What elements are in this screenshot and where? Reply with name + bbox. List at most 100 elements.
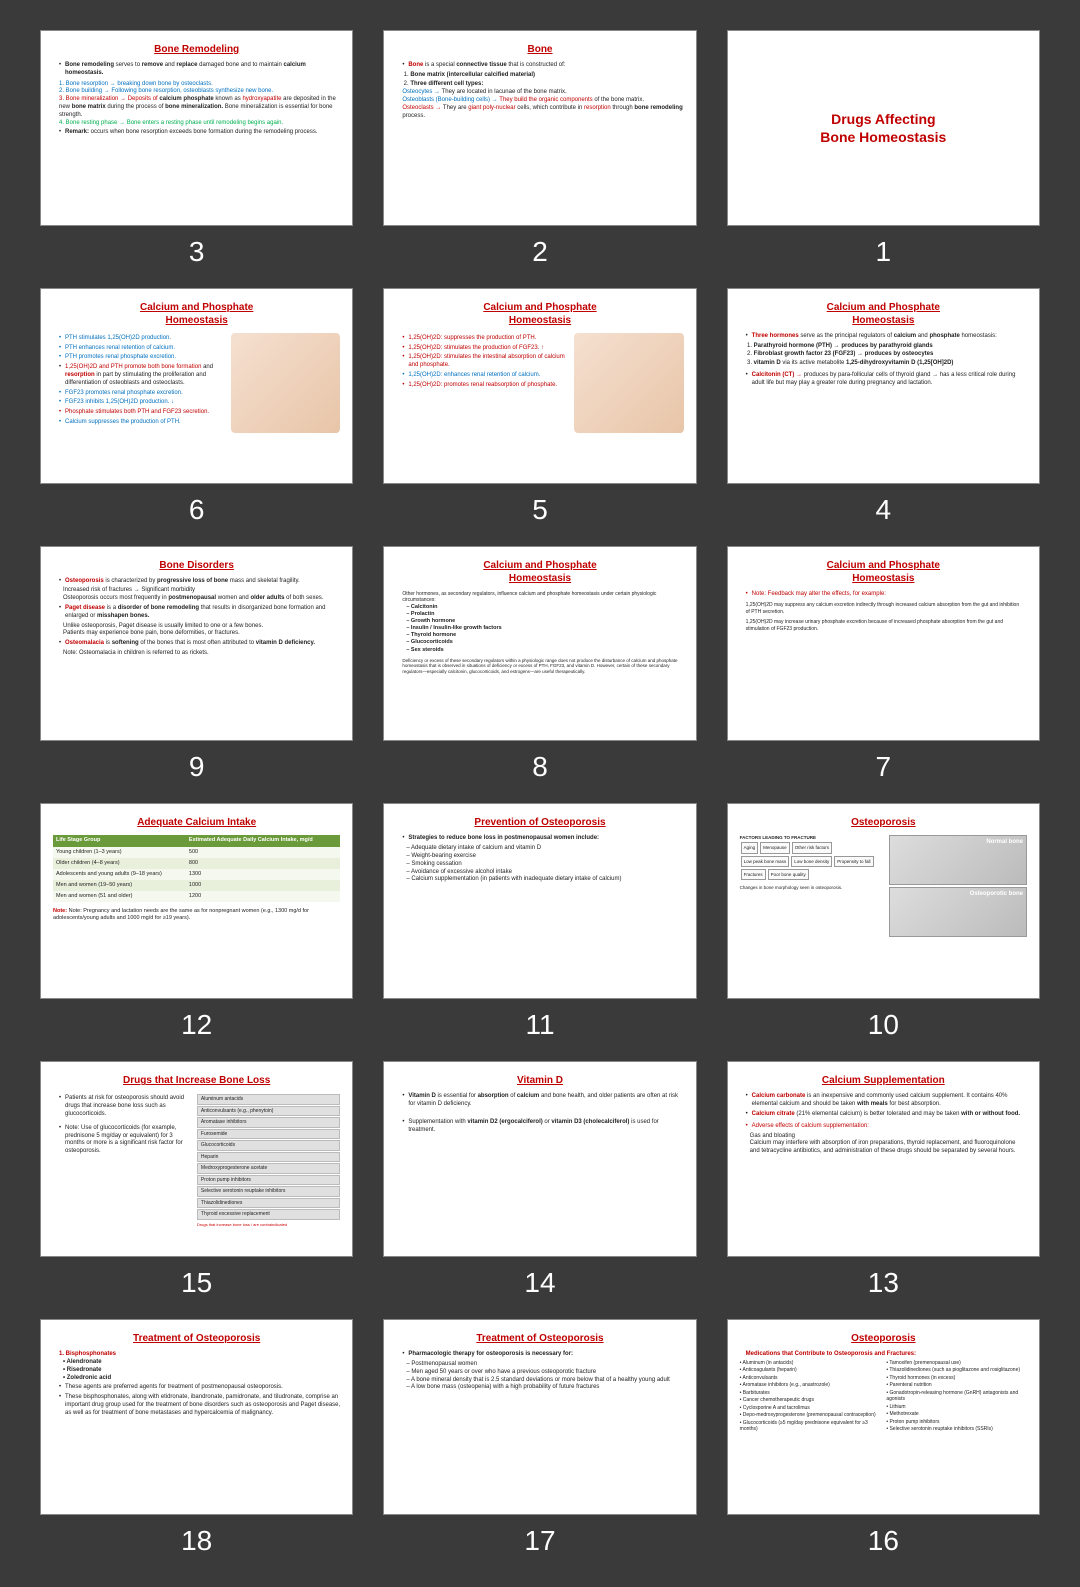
text: Pharmacologic therapy for osteoporosis i… bbox=[402, 1351, 683, 1359]
diagram-placeholder bbox=[574, 333, 683, 433]
slide-title: Treatment of Osteoporosis bbox=[396, 1332, 683, 1345]
text: Osteoporosis occurs most frequently in p… bbox=[63, 595, 340, 603]
slide-title: Calcium and Phosphate Homeostasis bbox=[396, 301, 683, 327]
subtitle: Medications that Contribute to Osteoporo… bbox=[746, 1351, 1027, 1359]
step: 3. Bone mineralization → Deposits of cal… bbox=[59, 96, 340, 119]
text: Osteoporosis is characterized by progres… bbox=[59, 578, 340, 586]
slide-calcium-supp[interactable]: Calcium Supplementation Calcium carbonat… bbox=[727, 1061, 1040, 1257]
cell-6: Calcium and Phosphate Homeostasis PTH st… bbox=[40, 288, 353, 526]
slide-title: Calcium and Phosphate Homeostasis bbox=[53, 301, 340, 327]
slide-bone-remodeling[interactable]: Bone Remodeling Bone remodeling serves t… bbox=[40, 30, 353, 226]
slide-bone[interactable]: Bone Bone is a special connective tissue… bbox=[383, 30, 696, 226]
text-col: Patients at risk for osteoporosis should… bbox=[53, 1093, 191, 1227]
slide-number: 6 bbox=[189, 494, 205, 526]
text: Strategies to reduce bone loss in postme… bbox=[402, 835, 683, 843]
text: Unlike osteoporosis, Paget disease is us… bbox=[63, 623, 340, 631]
slide-title: Vitamin D bbox=[396, 1074, 683, 1087]
slide-treatment-18[interactable]: Treatment of Osteoporosis 1. Bisphosphon… bbox=[40, 1319, 353, 1515]
slide-title-slide[interactable]: Drugs Affecting Bone Homeostasis bbox=[727, 30, 1040, 226]
slide-grid: Bone Remodeling Bone remodeling serves t… bbox=[40, 30, 1040, 1557]
cell-15: Drugs that Increase Bone Loss Patients a… bbox=[40, 1061, 353, 1299]
cell-4: Calcium and Phosphate Homeostasis Three … bbox=[727, 288, 1040, 526]
text: Osteocytes → They are located in lacunae… bbox=[402, 89, 683, 97]
slide-number: 11 bbox=[525, 1009, 554, 1041]
slide-number: 10 bbox=[868, 1009, 899, 1041]
text: Bone is a special connective tissue that… bbox=[402, 62, 683, 70]
text: Remark: occurs when bone resorption exce… bbox=[59, 129, 340, 137]
text: Calcitonin (CT) → produces by para-folli… bbox=[746, 372, 1027, 388]
slide-number: 4 bbox=[876, 494, 892, 526]
cell-2: Bone Bone is a special connective tissue… bbox=[383, 30, 696, 268]
text: Paget disease is a disorder of bone remo… bbox=[59, 605, 340, 621]
slide-number: 8 bbox=[532, 751, 548, 783]
list: Parathyroid hormone (PTH) → produces by … bbox=[754, 343, 1027, 368]
slide-number: 17 bbox=[524, 1525, 555, 1557]
list-col-b: • Tamoxifen (premenopausal use)• Thiazol… bbox=[886, 1359, 1027, 1434]
slide-number: 15 bbox=[181, 1267, 212, 1299]
text: Three hormones serve as the principal re… bbox=[746, 333, 1027, 341]
cell-3: Bone Remodeling Bone remodeling serves t… bbox=[40, 30, 353, 268]
intake-table: Life Stage GroupEstimated Adequate Daily… bbox=[53, 835, 340, 902]
drug-box: Aluminum antacidsAnticonvulsants (e.g., … bbox=[197, 1093, 340, 1227]
slide-caph-7[interactable]: Calcium and Phosphate Homeostasis Note: … bbox=[727, 546, 1040, 742]
text: Note: Osteomalacia in children is referr… bbox=[63, 650, 340, 658]
slide-title: Calcium and Phosphate Homeostasis bbox=[740, 301, 1027, 327]
slide-title: Drugs that Increase Bone Loss bbox=[53, 1074, 340, 1087]
slide-osteoporosis-meds[interactable]: Osteoporosis Medications that Contribute… bbox=[727, 1319, 1040, 1515]
slide-caph-4[interactable]: Calcium and Phosphate Homeostasis Three … bbox=[727, 288, 1040, 484]
step: 1. Bone resorption → breaking down bone … bbox=[59, 81, 340, 89]
slide-bone-disorders[interactable]: Bone Disorders Osteoporosis is character… bbox=[40, 546, 353, 742]
slide-number: 7 bbox=[876, 751, 892, 783]
cell-1: Drugs Affecting Bone Homeostasis 1 bbox=[727, 30, 1040, 268]
slide-title: Adequate Calcium Intake bbox=[53, 816, 340, 829]
slide-caph-6[interactable]: Calcium and Phosphate Homeostasis PTH st… bbox=[40, 288, 353, 484]
text: These agents are preferred agents for tr… bbox=[59, 1384, 340, 1392]
slide-treatment-17[interactable]: Treatment of Osteoporosis Pharmacologic … bbox=[383, 1319, 696, 1515]
cell-14: Vitamin D Vitamin D is essential for abs… bbox=[383, 1061, 696, 1299]
list: – Adequate dietary intake of calcium and… bbox=[406, 845, 683, 884]
cell-8: Calcium and Phosphate Homeostasis Other … bbox=[383, 546, 696, 784]
list: – Calcitonin– Prolactin– Growth hormone–… bbox=[406, 604, 683, 654]
cell-5: Calcium and Phosphate Homeostasis 1,25(O… bbox=[383, 288, 696, 526]
slide-calcium-intake[interactable]: Adequate Calcium Intake Life Stage Group… bbox=[40, 803, 353, 999]
cell-13: Calcium Supplementation Calcium carbonat… bbox=[727, 1061, 1040, 1299]
list: • Alendronate• Risedronate• Zoledronic a… bbox=[63, 1359, 340, 1382]
slide-drugs-boneloss[interactable]: Drugs that Increase Bone Loss Patients a… bbox=[40, 1061, 353, 1257]
slide-number: 9 bbox=[189, 751, 205, 783]
text: Calcium carbonate is an inexpensive and … bbox=[746, 1093, 1027, 1109]
slide-title: Calcium and Phosphate Homeostasis bbox=[396, 559, 683, 585]
slide-number: 5 bbox=[532, 494, 548, 526]
slide-title: Calcium Supplementation bbox=[740, 1074, 1027, 1087]
text: Calcium may interfere with absorption of… bbox=[750, 1140, 1027, 1156]
main-title: Drugs Affecting Bone Homeostasis bbox=[820, 110, 946, 146]
diagram-placeholder bbox=[231, 333, 340, 433]
list: – Postmenopausal women– Men aged 50 year… bbox=[406, 1361, 683, 1392]
text: These bisphosphonates, along with etidro… bbox=[59, 1394, 340, 1417]
cell-12: Adequate Calcium Intake Life Stage Group… bbox=[40, 803, 353, 1041]
list-col-a: • Aluminum (in antacids)• Anticoagulants… bbox=[740, 1359, 881, 1434]
text: Osteoblasts (Bone-building cells) → They… bbox=[402, 97, 683, 105]
slide-osteoporosis-img[interactable]: Osteoporosis FACTORS LEADING TO FRACTURE… bbox=[727, 803, 1040, 999]
text: 1,25(OH)2D may suppress any calcium excr… bbox=[746, 602, 1021, 615]
text: Vitamin D is essential for absorption of… bbox=[402, 1093, 683, 1109]
flowchart: FACTORS LEADING TO FRACTURE AgingMenopau… bbox=[740, 835, 883, 937]
slide-caph-5[interactable]: Calcium and Phosphate Homeostasis 1,25(O… bbox=[383, 288, 696, 484]
text: Osteomalacia is softening of the bones t… bbox=[59, 640, 340, 648]
note: Note: Note: Pregnancy and lactation need… bbox=[53, 908, 340, 922]
heading: Adverse effects of calcium supplementati… bbox=[746, 1123, 1027, 1131]
text: 1,25(OH)2D may increase urinary phosphat… bbox=[746, 619, 1021, 632]
slide-title: Bone Disorders bbox=[53, 559, 340, 572]
slide-number: 14 bbox=[524, 1267, 555, 1299]
slide-caph-8[interactable]: Calcium and Phosphate Homeostasis Other … bbox=[383, 546, 696, 742]
cell-11: Prevention of Osteoporosis Strategies to… bbox=[383, 803, 696, 1041]
cell-16: Osteoporosis Medications that Contribute… bbox=[727, 1319, 1040, 1557]
slide-number: 1 bbox=[876, 236, 892, 268]
slide-vitamin-d[interactable]: Vitamin D Vitamin D is essential for abs… bbox=[383, 1061, 696, 1257]
text: Patients may experience bone pain, bone … bbox=[63, 630, 340, 638]
step: 2. Bone building → Following bone resorp… bbox=[59, 88, 340, 96]
cell-10: Osteoporosis FACTORS LEADING TO FRACTURE… bbox=[727, 803, 1040, 1041]
text: Gas and bloating bbox=[750, 1133, 1027, 1141]
heading: 1. Bisphosphonates bbox=[59, 1351, 340, 1359]
slide-prevention[interactable]: Prevention of Osteoporosis Strategies to… bbox=[383, 803, 696, 999]
slide-title: Calcium and Phosphate Homeostasis bbox=[740, 559, 1027, 585]
